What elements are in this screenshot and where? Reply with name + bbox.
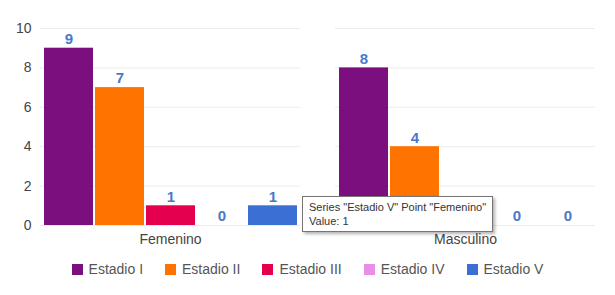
svg-text:8: 8 xyxy=(24,59,32,75)
svg-text:2: 2 xyxy=(24,178,32,194)
svg-text:7: 7 xyxy=(116,69,124,86)
html-text:Estadio III: Estadio III xyxy=(279,261,342,277)
html-text:Estadio V: Estadio V xyxy=(483,261,544,277)
html-text:Estadio I: Estadio I xyxy=(88,261,143,277)
html-text:Value: 1: Value: 1 xyxy=(309,215,349,227)
html-text:Series "Estadio V" Point "Feme: Series "Estadio V" Point "Femenino" xyxy=(309,201,486,213)
html-text:Estadio II: Estadio II xyxy=(182,261,241,277)
svg-text:Masculino: Masculino xyxy=(434,231,497,247)
svg-text:9: 9 xyxy=(65,30,73,47)
html-text:Estadio IV: Estadio IV xyxy=(380,261,445,277)
svg-text:1: 1 xyxy=(167,188,175,205)
svg-text:10: 10 xyxy=(16,20,32,36)
svg-text:4: 4 xyxy=(24,138,32,154)
svg-text:0: 0 xyxy=(564,207,572,224)
svg-text:0: 0 xyxy=(218,207,226,224)
svg-text:1: 1 xyxy=(269,188,277,205)
svg-text:Femenino: Femenino xyxy=(139,231,201,247)
svg-text:0: 0 xyxy=(513,207,521,224)
svg-text:8: 8 xyxy=(360,50,368,67)
svg-text:6: 6 xyxy=(24,99,32,115)
svg-text:4: 4 xyxy=(411,129,420,146)
svg-text:0: 0 xyxy=(24,217,32,233)
